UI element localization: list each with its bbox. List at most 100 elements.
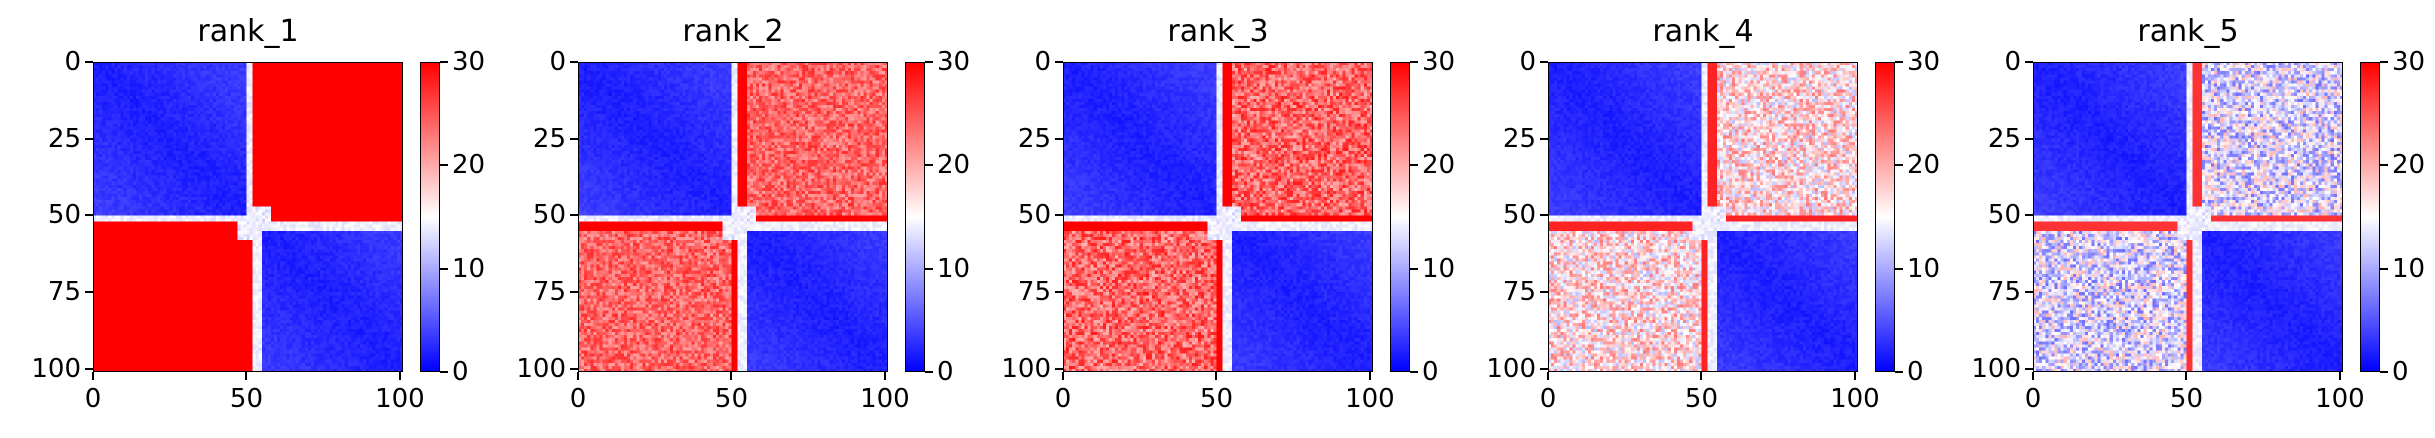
y-tick-mark [570, 291, 578, 294]
chart-panel-rank_1: rank_1 0 25 50 75 100 0 50 100 0 10 20 30 [0, 0, 485, 438]
y-tick-label: 25 [1017, 123, 1051, 154]
x-tick-mark [1215, 372, 1218, 380]
y-tick-mark [1055, 137, 1063, 140]
chart-title: rank_5 [2137, 14, 2239, 49]
colorbar-tick-label: 0 [937, 357, 954, 387]
colorbar [2360, 62, 2380, 372]
colorbar-tick-mark [925, 371, 933, 373]
y-tick-label: 75 [1502, 277, 1536, 308]
x-tick-label: 0 [84, 384, 102, 414]
y-tick-label: 100 [31, 353, 81, 384]
x-tick-mark [2338, 372, 2341, 380]
colorbar-tick-label: 30 [2392, 47, 2426, 77]
y-tick-mark [570, 61, 578, 63]
y-tick-mark [2025, 214, 2033, 217]
y-tick-label: 50 [1502, 200, 1536, 231]
colorbar-tick-mark [1410, 267, 1418, 270]
y-tick-label: 25 [1502, 123, 1536, 154]
colorbar-tick-mark [2380, 164, 2388, 167]
x-tick-label: 50 [1684, 384, 1718, 414]
x-tick-mark [730, 372, 733, 380]
y-tick-label: 75 [1987, 277, 2021, 308]
x-tick-label: 100 [860, 384, 910, 414]
y-tick-label: 75 [532, 277, 566, 308]
x-tick-label: 100 [1345, 384, 1395, 414]
x-tick-label: 0 [1054, 384, 1072, 414]
y-tick-label: 75 [1017, 277, 1051, 308]
colorbar-tick-label: 20 [2392, 150, 2426, 181]
y-tick-mark [85, 137, 93, 140]
y-tick-mark [570, 137, 578, 140]
y-tick-label: 25 [532, 123, 566, 154]
x-tick-label: 50 [1199, 384, 1233, 414]
chart-panel-rank_2: rank_2 0 25 50 75 100 0 50 100 0 10 20 30 [485, 0, 970, 438]
x-tick-label: 100 [1830, 384, 1880, 414]
heatmap-cells [1063, 62, 1373, 372]
y-tick-mark [1055, 367, 1063, 370]
heatmap-cells [1548, 62, 1858, 372]
colorbar [420, 62, 440, 372]
y-tick-mark [2025, 61, 2033, 63]
y-tick-label: 0 [549, 47, 566, 77]
x-tick-label: 0 [2024, 384, 2042, 414]
y-tick-label: 0 [2004, 47, 2021, 77]
x-tick-mark [2185, 372, 2188, 380]
y-tick-label: 50 [47, 200, 81, 231]
colorbar-tick-label: 10 [1907, 253, 1941, 284]
y-tick-mark [2025, 291, 2033, 294]
colorbar-tick-mark [440, 371, 448, 373]
x-tick-mark [245, 372, 248, 380]
colorbar-tick-label: 10 [1422, 253, 1456, 284]
x-tick-mark [1700, 372, 1703, 380]
y-tick-mark [1540, 214, 1548, 217]
x-tick-mark [398, 372, 401, 380]
colorbar-tick-label: 10 [452, 253, 486, 284]
y-tick-label: 50 [532, 200, 566, 231]
colorbar-tick-mark [925, 267, 933, 270]
colorbar-tick-label: 0 [1422, 357, 1439, 387]
y-tick-mark [1540, 137, 1548, 140]
y-tick-label: 0 [64, 47, 81, 77]
x-tick-mark [2032, 372, 2034, 380]
y-tick-label: 25 [47, 123, 81, 154]
x-tick-label: 100 [375, 384, 425, 414]
chart-panel-rank_3: rank_3 0 25 50 75 100 0 50 100 0 10 20 30 [970, 0, 1455, 438]
y-tick-mark [1055, 291, 1063, 294]
colorbar-tick-mark [2380, 267, 2388, 270]
x-tick-label: 50 [229, 384, 263, 414]
colorbar-tick-label: 20 [1422, 150, 1456, 181]
x-tick-mark [92, 372, 94, 380]
y-tick-label: 0 [1034, 47, 1051, 77]
colorbar [905, 62, 925, 372]
colorbar-tick-mark [440, 61, 448, 63]
heatmap-cells [93, 62, 403, 372]
y-tick-label: 0 [1519, 47, 1536, 77]
chart-title: rank_4 [1652, 14, 1754, 49]
x-tick-mark [1368, 372, 1371, 380]
colorbar-tick-label: 30 [452, 47, 486, 77]
x-tick-label: 0 [569, 384, 587, 414]
y-tick-label: 100 [1486, 353, 1536, 384]
colorbar-tick-mark [1410, 61, 1418, 63]
chart-panel-rank_4: rank_4 0 25 50 75 100 0 50 100 0 10 20 30 [1455, 0, 1940, 438]
colorbar-tick-mark [1895, 267, 1903, 270]
chart-title: rank_3 [1167, 14, 1269, 49]
x-tick-mark [1547, 372, 1549, 380]
colorbar [1875, 62, 1895, 372]
y-tick-label: 75 [47, 277, 81, 308]
x-tick-mark [1853, 372, 1856, 380]
colorbar-tick-label: 10 [2392, 253, 2426, 284]
y-tick-label: 100 [1001, 353, 1051, 384]
colorbar-tick-label: 20 [1907, 150, 1941, 181]
colorbar-tick-mark [1410, 164, 1418, 167]
colorbar-tick-label: 30 [1907, 47, 1941, 77]
colorbar-tick-mark [925, 164, 933, 167]
y-tick-mark [1055, 61, 1063, 63]
colorbar-tick-mark [2380, 371, 2388, 373]
y-tick-mark [570, 214, 578, 217]
colorbar-tick-label: 10 [937, 253, 971, 284]
y-tick-mark [85, 367, 93, 370]
x-tick-mark [1062, 372, 1064, 380]
chart-panel-rank_5: rank_5 0 25 50 75 100 0 50 100 0 10 20 30 [1940, 0, 2425, 438]
colorbar-tick-mark [440, 267, 448, 270]
